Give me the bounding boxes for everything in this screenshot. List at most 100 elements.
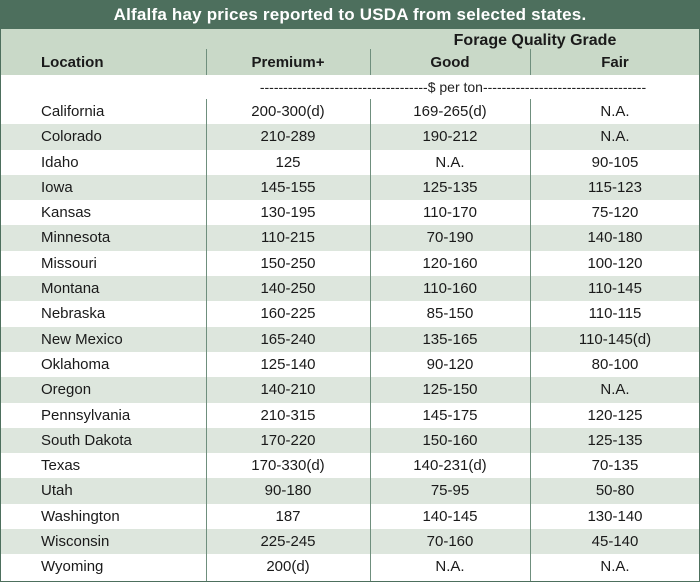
- good-cell: 110-160: [423, 280, 477, 298]
- location-cell: Missouri: [41, 254, 97, 272]
- good-cell: 90-120: [426, 355, 474, 373]
- good-cell: 190-212: [422, 128, 478, 146]
- premium-cell: 200-300(d): [251, 103, 325, 120]
- fair-cell: 50-80: [595, 482, 635, 500]
- premium-cell: 200(d): [266, 558, 310, 576]
- location-cell: Texas: [41, 457, 81, 475]
- fair-cell: 140-180: [587, 229, 643, 247]
- location-cell: Washington: [41, 507, 120, 525]
- table-row: Idaho 125 N.A. 90-105: [1, 150, 699, 175]
- premium-cell: 90-180: [264, 482, 312, 500]
- premium-cell: 130-195: [260, 204, 316, 222]
- table-header: Forage Quality Grade Location Premium+ G…: [1, 29, 699, 75]
- fair-cell: 75-120: [591, 204, 639, 222]
- table-row: Oregon 140-210 125-150 N.A.: [1, 377, 699, 403]
- good-cell: N.A.: [435, 558, 465, 576]
- units-label: ------------------------------------$ pe…: [259, 79, 647, 95]
- premium-cell: 145-155: [260, 178, 316, 196]
- good-cell: 70-160: [426, 533, 474, 551]
- fair-cell: 100-120: [587, 254, 643, 272]
- table-body: California 200-300(d) 169-265(d) N.A. Colora…: [1, 99, 699, 580]
- table-row: Pennsylvania 210-315 145-175 120-125: [1, 403, 699, 428]
- premium-cell: 187: [275, 507, 301, 525]
- location-cell: Kansas: [41, 204, 92, 222]
- column-header-location: Location: [41, 54, 104, 71]
- units-row: ------------------------------------$ pe…: [1, 75, 699, 99]
- location-cell: New Mexico: [41, 330, 123, 348]
- fair-cell: 130-140: [587, 507, 643, 525]
- fair-cell: 70-135: [591, 457, 639, 475]
- fair-cell: 110-145(d): [578, 330, 652, 348]
- premium-cell: 210-289: [260, 128, 316, 146]
- table-row: Wisconsin 225-245 70-160 45-140: [1, 529, 699, 555]
- premium-cell: 150-250: [260, 254, 316, 272]
- table-row: Iowa 145-155 125-135 115-123: [1, 174, 699, 201]
- fair-cell: 120-125: [587, 406, 643, 424]
- fair-cell: 125-135: [587, 431, 643, 449]
- table-row: South Dakota 170-220 150-160 125-135: [1, 427, 699, 454]
- location-cell: Wisconsin: [41, 533, 110, 551]
- location-cell: Nebraska: [41, 305, 106, 323]
- fair-cell: 90-105: [591, 153, 639, 171]
- location-cell: Pennsylvania: [41, 406, 131, 424]
- good-cell: 140-145: [422, 507, 478, 525]
- fair-cell: N.A.: [600, 128, 630, 146]
- table-row: Utah 90-180 75-95 50-80: [1, 478, 699, 504]
- premium-cell: 170-220: [260, 431, 316, 449]
- premium-cell: 165-240: [260, 330, 316, 348]
- table-row: Oklahoma 125-140 90-120 80-100: [1, 352, 699, 377]
- location-cell: California: [41, 103, 105, 120]
- table-row: Nebraska 160-225 85-150 110-115: [1, 301, 699, 326]
- location-cell: Oklahoma: [41, 355, 110, 373]
- premium-cell: 225-245: [260, 533, 316, 551]
- table-row: California 200-300(d) 169-265(d) N.A.: [1, 99, 699, 124]
- good-cell: 85-150: [426, 305, 474, 323]
- fair-cell: 80-100: [591, 355, 639, 373]
- column-header-premium: Premium+: [251, 54, 325, 71]
- table-row: Montana 140-250 110-160 110-145: [1, 276, 699, 302]
- fair-cell: 115-123: [588, 178, 642, 196]
- premium-cell: 110-215: [261, 229, 315, 247]
- good-cell: 120-160: [422, 254, 478, 272]
- fair-cell: N.A.: [600, 103, 630, 120]
- fair-cell: 45-140: [591, 533, 639, 551]
- location-cell: South Dakota: [41, 431, 132, 449]
- good-cell: 70-190: [426, 229, 474, 247]
- location-cell: Wyoming: [41, 558, 104, 576]
- table-row: Colorado 210-289 190-212 N.A.: [1, 124, 699, 150]
- location-cell: Utah: [41, 482, 73, 500]
- table-row: Wyoming 200(d) N.A. N.A.: [1, 554, 699, 579]
- table-row: Washington 187 140-145 130-140: [1, 504, 699, 529]
- premium-cell: 170-330(d): [251, 457, 325, 475]
- table-row: New Mexico 165-240 135-165 110-145(d): [1, 326, 699, 352]
- premium-cell: 210-315: [260, 406, 316, 424]
- good-cell: 125-135: [422, 178, 478, 196]
- good-cell: 150-160: [422, 431, 478, 449]
- table-row: Missouri 150-250 120-160 100-120: [1, 251, 699, 276]
- location-cell: Colorado: [41, 128, 102, 146]
- good-cell: 75-95: [430, 482, 470, 500]
- location-cell: Oregon: [41, 381, 92, 399]
- table-row: Texas 170-330(d) 140-231(d) 70-135: [1, 453, 699, 478]
- location-cell: Iowa: [41, 178, 73, 196]
- premium-cell: 125: [275, 153, 301, 171]
- premium-cell: 160-225: [260, 305, 316, 323]
- fair-cell: 110-115: [588, 305, 642, 323]
- fair-cell: N.A.: [600, 381, 630, 399]
- location-cell: Idaho: [41, 153, 79, 171]
- premium-cell: 140-210: [260, 381, 316, 399]
- table-row: Kansas 130-195 110-170 75-120: [1, 200, 699, 225]
- premium-cell: 140-250: [260, 280, 316, 298]
- column-header-good: Good: [430, 54, 470, 71]
- fair-cell: 110-145: [588, 280, 642, 298]
- column-header-fair: Fair: [601, 54, 629, 71]
- good-cell: N.A.: [435, 153, 465, 171]
- location-cell: Minnesota: [41, 229, 111, 247]
- good-cell: 125-150: [422, 381, 478, 399]
- good-cell: 169-265(d): [413, 103, 487, 120]
- good-cell: 135-165: [422, 330, 478, 348]
- group-title: Forage Quality Grade: [453, 32, 617, 49]
- good-cell: 140-231(d): [413, 457, 487, 475]
- good-cell: 145-175: [422, 406, 478, 424]
